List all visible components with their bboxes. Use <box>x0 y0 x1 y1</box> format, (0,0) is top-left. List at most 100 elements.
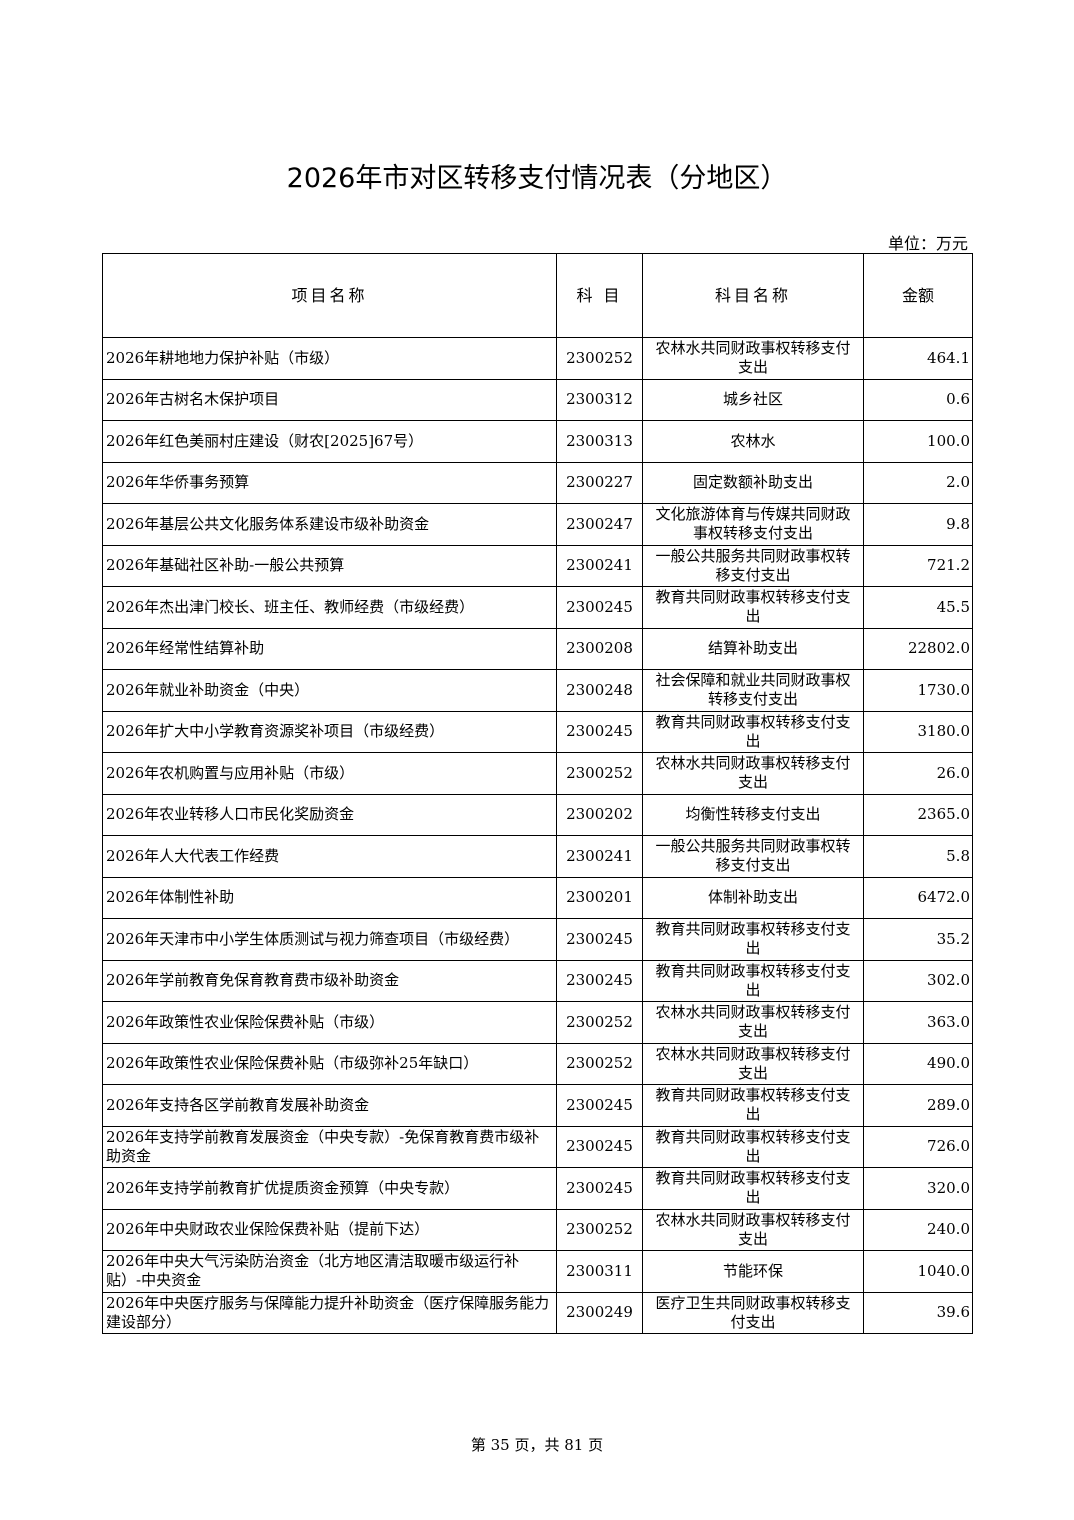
table-row: 2026年支持各区学前教育发展补助资金 2300245 教育共同财政事权转移支付支出… <box>102 1084 973 1127</box>
table-row: 2026年经常性结算补助 2300208 结算补助支出 22802.0 <box>102 627 973 670</box>
amount-cell: 721.2 <box>863 544 973 587</box>
amount-cell: 5.8 <box>863 835 973 878</box>
subject-code-cell: 2300241 <box>556 835 643 878</box>
project-name-cell: 2026年经常性结算补助 <box>102 627 557 670</box>
amount-cell: 22802.0 <box>863 627 973 670</box>
amount-cell: 490.0 <box>863 1042 973 1085</box>
subject-name-cell: 农林水共同财政事权转移支付支出 <box>642 1208 864 1251</box>
project-name-cell: 2026年杰出津门校长、班主任、教师经费（市级经费） <box>102 586 557 629</box>
amount-cell: 2365.0 <box>863 793 973 836</box>
project-name-cell: 2026年扩大中小学教育资源奖补项目（市级经费） <box>102 710 557 753</box>
subject-code-cell: 2300245 <box>556 710 643 753</box>
amount-cell: 363.0 <box>863 1001 973 1044</box>
table-row: 2026年中央大气污染防治资金（北方地区清洁取暖市级运行补贴）-中央资金 2300… <box>102 1250 973 1293</box>
amount-cell: 320.0 <box>863 1167 973 1210</box>
project-name-cell: 2026年中央大气污染防治资金（北方地区清洁取暖市级运行补贴）-中央资金 <box>102 1250 557 1293</box>
amount-cell: 302.0 <box>863 959 973 1002</box>
subject-name-cell: 均衡性转移支付支出 <box>642 793 864 836</box>
amount-cell: 26.0 <box>863 752 973 795</box>
project-name-cell: 2026年红色美丽村庄建设（财农[2025]67号） <box>102 420 557 463</box>
subject-code-cell: 2300252 <box>556 1042 643 1085</box>
table-row: 2026年政策性农业保险保费补贴（市级弥补25年缺口） 2300252 农林水共同财… <box>102 1042 973 1085</box>
subject-name-cell: 农林水共同财政事权转移支付支出 <box>642 1042 864 1085</box>
subject-name-cell: 节能环保 <box>642 1250 864 1293</box>
header-subject-code: 科 目 <box>556 253 643 338</box>
table-row: 2026年耕地地力保护补贴（市级） 2300252 农林水共同财政事权转移支付支出 4… <box>102 337 973 380</box>
amount-cell: 289.0 <box>863 1084 973 1127</box>
amount-cell: 2.0 <box>863 461 973 504</box>
amount-cell: 726.0 <box>863 1125 973 1168</box>
project-name-cell: 2026年人大代表工作经费 <box>102 835 557 878</box>
subject-name-cell: 结算补助支出 <box>642 627 864 670</box>
subject-code-cell: 2300208 <box>556 627 643 670</box>
subject-name-cell: 农林水共同财政事权转移支付支出 <box>642 337 864 380</box>
subject-name-cell: 城乡社区 <box>642 378 864 421</box>
project-name-cell: 2026年农业转移人口市民化奖励资金 <box>102 793 557 836</box>
amount-cell: 39.6 <box>863 1291 973 1334</box>
table-row: 2026年基层公共文化服务体系建设市级补助资金 2300247 文化旅游体育与传媒共… <box>102 503 973 546</box>
table-row: 2026年人大代表工作经费 2300241 一般公共服务共同财政事权转移支付支出 5.… <box>102 835 973 878</box>
subject-code-cell: 2300249 <box>556 1291 643 1334</box>
table-row: 2026年杰出津门校长、班主任、教师经费（市级经费） 2300245 教育共同财政事… <box>102 586 973 629</box>
table-row: 2026年扩大中小学教育资源奖补项目（市级经费） 2300245 教育共同财政事权转… <box>102 710 973 753</box>
table-row: 2026年华侨事务预算 2300227 固定数额补助支出 2.0 <box>102 461 973 504</box>
project-name-cell: 2026年政策性农业保险保费补贴（市级弥补25年缺口） <box>102 1042 557 1085</box>
amount-cell: 35.2 <box>863 918 973 961</box>
subject-name-cell: 教育共同财政事权转移支付支出 <box>642 918 864 961</box>
project-name-cell: 2026年古树名木保护项目 <box>102 378 557 421</box>
subject-name-cell: 教育共同财政事权转移支付支出 <box>642 959 864 1002</box>
project-name-cell: 2026年支持学前教育扩优提质资金预算（中央专款） <box>102 1167 557 1210</box>
table-row: 2026年就业补助资金（中央） 2300248 社会保障和就业共同财政事权转移支付支… <box>102 669 973 712</box>
subject-code-cell: 2300202 <box>556 793 643 836</box>
subject-name-cell: 一般公共服务共同财政事权转移支付支出 <box>642 544 864 587</box>
subject-code-cell: 2300252 <box>556 337 643 380</box>
subject-code-cell: 2300313 <box>556 420 643 463</box>
subject-code-cell: 2300311 <box>556 1250 643 1293</box>
table-row: 2026年支持学前教育扩优提质资金预算（中央专款） 2300245 教育共同财政事权… <box>102 1167 973 1210</box>
header-subject-name: 科目名称 <box>642 253 864 338</box>
transfer-payment-table: 项目名称 科 目 科目名称 金额 2026年耕地地力保护补贴（市级） 230025… <box>102 253 973 1334</box>
subject-code-cell: 2300245 <box>556 1167 643 1210</box>
table-row: 2026年支持学前教育发展资金（中央专款）-免保育教育费市级补助资金 230024… <box>102 1125 973 1168</box>
project-name-cell: 2026年基层公共文化服务体系建设市级补助资金 <box>102 503 557 546</box>
project-name-cell: 2026年支持各区学前教育发展补助资金 <box>102 1084 557 1127</box>
project-name-cell: 2026年耕地地力保护补贴（市级） <box>102 337 557 380</box>
subject-name-cell: 体制补助支出 <box>642 876 864 919</box>
subject-code-cell: 2300245 <box>556 1125 643 1168</box>
page-number: 第 35 页，共 81 页 <box>470 1436 604 1454</box>
amount-cell: 45.5 <box>863 586 973 629</box>
amount-cell: 464.1 <box>863 337 973 380</box>
subject-code-cell: 2300241 <box>556 544 643 587</box>
amount-cell: 6472.0 <box>863 876 973 919</box>
project-name-cell: 2026年农机购置与应用补贴（市级） <box>102 752 557 795</box>
subject-code-cell: 2300312 <box>556 378 643 421</box>
subject-name-cell: 医疗卫生共同财政事权转移支付支出 <box>642 1291 864 1334</box>
table-row: 2026年红色美丽村庄建设（财农[2025]67号） 2300313 农林水 100.… <box>102 420 973 463</box>
subject-code-cell: 2300245 <box>556 1084 643 1127</box>
amount-cell: 0.6 <box>863 378 973 421</box>
table-row: 2026年农业转移人口市民化奖励资金 2300202 均衡性转移支付支出 2365.0 <box>102 793 973 836</box>
header-amount: 金额 <box>863 253 973 338</box>
subject-name-cell: 教育共同财政事权转移支付支出 <box>642 1167 864 1210</box>
project-name-cell: 2026年支持学前教育发展资金（中央专款）-免保育教育费市级补助资金 <box>102 1125 557 1168</box>
subject-code-cell: 2300245 <box>556 959 643 1002</box>
table-row: 2026年古树名木保护项目 2300312 城乡社区 0.6 <box>102 378 973 421</box>
subject-name-cell: 固定数额补助支出 <box>642 461 864 504</box>
subject-name-cell: 社会保障和就业共同财政事权转移支付支出 <box>642 669 864 712</box>
project-name-cell: 2026年中央医疗服务与保障能力提升补助资金（医疗保障服务能力建设部分） <box>102 1291 557 1334</box>
project-name-cell: 2026年体制性补助 <box>102 876 557 919</box>
project-name-cell: 2026年中央财政农业保险保费补贴（提前下达） <box>102 1208 557 1251</box>
amount-cell: 100.0 <box>863 420 973 463</box>
amount-cell: 1040.0 <box>863 1250 973 1293</box>
subject-name-cell: 农林水共同财政事权转移支付支出 <box>642 752 864 795</box>
page-title: 2026年市对区转移支付情况表（分地区） <box>286 163 788 194</box>
project-name-cell: 2026年华侨事务预算 <box>102 461 557 504</box>
subject-name-cell: 农林水 <box>642 420 864 463</box>
amount-cell: 1730.0 <box>863 669 973 712</box>
subject-name-cell: 文化旅游体育与传媒共同财政事权转移支付支出 <box>642 503 864 546</box>
project-name-cell: 2026年就业补助资金（中央） <box>102 669 557 712</box>
project-name-cell: 2026年政策性农业保险保费补贴（市级） <box>102 1001 557 1044</box>
amount-cell: 240.0 <box>863 1208 973 1251</box>
subject-code-cell: 2300245 <box>556 918 643 961</box>
subject-code-cell: 2300252 <box>556 1208 643 1251</box>
